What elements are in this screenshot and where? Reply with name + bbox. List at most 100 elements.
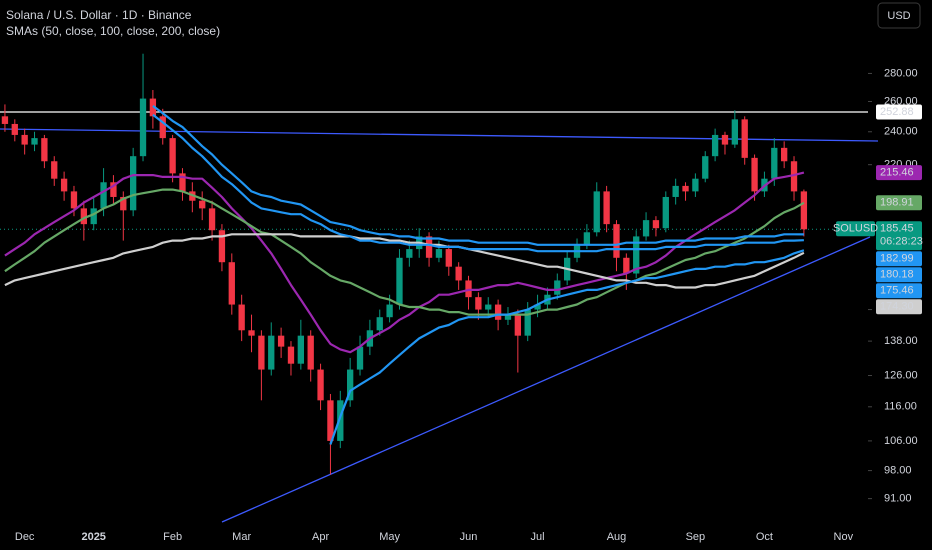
- y-tick-label: 240.00: [884, 126, 918, 138]
- price-label-box: [876, 251, 922, 267]
- candle-body: [790, 161, 798, 192]
- sma-line: [152, 113, 804, 253]
- price-label: 180.18: [880, 269, 914, 281]
- candle-body: [682, 185, 689, 192]
- candle-body: [485, 304, 492, 310]
- y-tick-label: 98.00: [884, 464, 912, 476]
- candle-body: [603, 191, 610, 225]
- currency-label[interactable]: USD: [887, 10, 910, 22]
- candle-body: [435, 249, 443, 258]
- price-label-box: [876, 165, 922, 181]
- currency-button[interactable]: USD: [877, 2, 921, 29]
- candle-body: [475, 297, 482, 310]
- x-tick-label: Dec: [15, 531, 35, 543]
- price-label-box: [876, 283, 922, 299]
- support-trendline: [221, 236, 871, 523]
- y-tick-label: 280.00: [884, 67, 918, 79]
- y-tick-label: 260.00: [884, 95, 918, 107]
- candle-body: [455, 266, 462, 281]
- y-tick-label: 106.00: [884, 435, 918, 447]
- candle-body: [376, 317, 383, 331]
- price-label-box: [876, 104, 922, 120]
- y-tick-label: 126.00: [884, 369, 918, 381]
- candle-body: [662, 196, 669, 229]
- candle-body: [268, 335, 275, 370]
- candle-body: [406, 249, 413, 258]
- candle-body: [445, 249, 452, 267]
- x-tick-label: Feb: [163, 531, 182, 543]
- candle-body: [297, 335, 304, 364]
- currency-button-box[interactable]: [877, 2, 921, 29]
- candle-body: [642, 220, 650, 237]
- candle-body: [514, 314, 521, 336]
- price-label: 174.30: [880, 301, 914, 313]
- candle-body: [327, 400, 334, 441]
- price-label: 06:28:23: [880, 236, 923, 248]
- candle-body: [672, 185, 679, 197]
- y-tick-label: 138.00: [884, 335, 918, 347]
- candle-body: [248, 330, 255, 336]
- candle-body: [149, 98, 157, 117]
- candle-body: [771, 147, 778, 179]
- candle-body: [633, 236, 640, 274]
- candle-body: [692, 178, 699, 192]
- candle-body: [130, 156, 137, 211]
- candle-body: [524, 309, 531, 336]
- candle-body: [277, 335, 285, 347]
- candle-body: [623, 257, 630, 274]
- price-label: 252.88: [880, 106, 914, 118]
- candle-body: [199, 200, 206, 209]
- candle-body: [228, 262, 235, 305]
- symbol-box: [836, 221, 875, 237]
- candle-body: [396, 257, 403, 305]
- y-tick-label: 91.00: [884, 493, 912, 505]
- x-tick-label: Aug: [607, 531, 627, 543]
- candle-body: [70, 191, 78, 209]
- candle-body: [31, 138, 38, 145]
- candle-body: [534, 304, 541, 310]
- candle-body: [21, 134, 28, 145]
- candle-body: [258, 335, 265, 370]
- candle-body: [100, 182, 107, 209]
- candle-body: [652, 220, 660, 229]
- candle-body: [51, 161, 58, 179]
- y-tick-label: 116.00: [884, 401, 917, 413]
- candle-body: [60, 178, 68, 192]
- price-label: 182.99: [880, 253, 914, 265]
- candle-body: [613, 224, 620, 258]
- candle-body: [11, 123, 18, 135]
- candle-body: [425, 236, 433, 258]
- candle-body: [169, 138, 176, 174]
- candle-body: [731, 119, 738, 145]
- candle-body: [337, 400, 344, 441]
- candle-body: [494, 304, 502, 320]
- candle-body: [386, 304, 393, 318]
- x-tick-label: May: [379, 531, 400, 543]
- sma-line: [4, 188, 805, 316]
- sma-line: [329, 249, 805, 445]
- sma-line: [4, 171, 805, 354]
- price-label-box: [876, 299, 922, 315]
- symbol-label: SOLUSD: [833, 223, 878, 235]
- candle-body: [1, 116, 9, 124]
- candle-body: [120, 196, 127, 211]
- candle-body: [702, 156, 709, 179]
- price-label: 185.45: [880, 223, 914, 235]
- candle-body: [583, 232, 591, 245]
- sma-line: [4, 233, 805, 289]
- x-tick-label: Oct: [756, 531, 773, 543]
- price-label: 198.91: [880, 197, 914, 209]
- indicator-legend: SMAs (50, close, 100, close, 200, close): [6, 24, 220, 38]
- x-tick-label: Jul: [531, 531, 545, 543]
- candle-body: [751, 157, 758, 192]
- candle-body: [721, 134, 729, 145]
- x-tick-label: Sep: [686, 531, 706, 543]
- x-tick-label: Mar: [232, 531, 251, 543]
- candle-body: [356, 346, 364, 370]
- candle-body: [741, 119, 748, 158]
- candle-body: [208, 208, 216, 231]
- candle-body: [110, 182, 117, 197]
- candle-body: [238, 304, 245, 331]
